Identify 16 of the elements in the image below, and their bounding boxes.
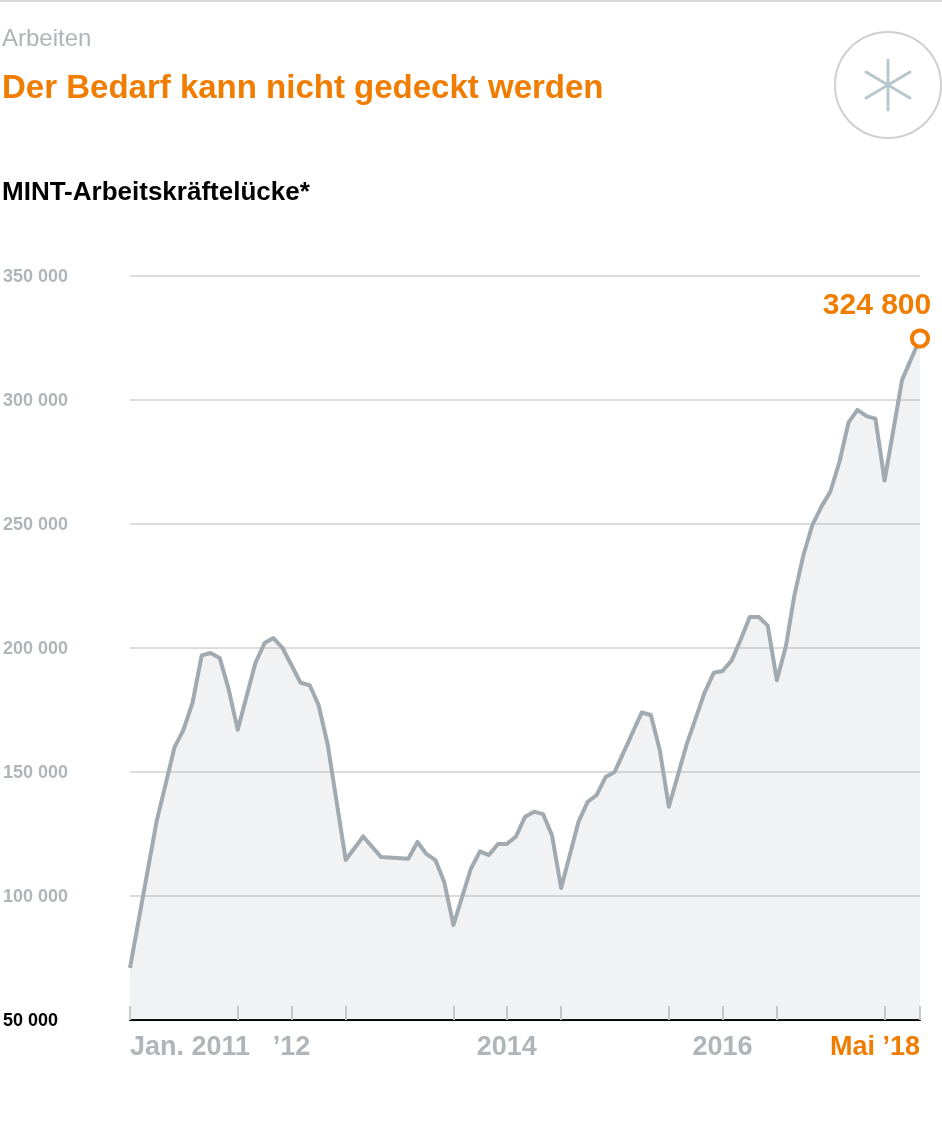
- y-tick-label: 50 000: [3, 1010, 59, 1030]
- y-tick-label: 300 000: [3, 390, 69, 410]
- chart-title: Der Bedarf kann nicht gedeckt werden: [2, 68, 604, 106]
- annotation: 324 800: [822, 287, 932, 320]
- x-tick-label: Mai ’18: [829, 1030, 920, 1061]
- y-tick-label: 250 000: [3, 514, 69, 534]
- y-tick-label: 150 000: [3, 762, 69, 782]
- text: Arbeiten: [2, 24, 92, 52]
- y-tick-label: 200 000: [3, 638, 69, 658]
- y-axis-title: MINT-Arbeitskräftelücke*: [2, 176, 310, 207]
- x-tick-label: 2016: [692, 1030, 753, 1061]
- y-tick-label: 100 000: [3, 886, 69, 906]
- x-tick-label: ’12: [272, 1030, 311, 1061]
- x-tick-label: Jan. 2011: [130, 1030, 251, 1061]
- x-tick-label: 2014: [476, 1030, 537, 1061]
- y-tick-label: 350 000: [3, 266, 69, 286]
